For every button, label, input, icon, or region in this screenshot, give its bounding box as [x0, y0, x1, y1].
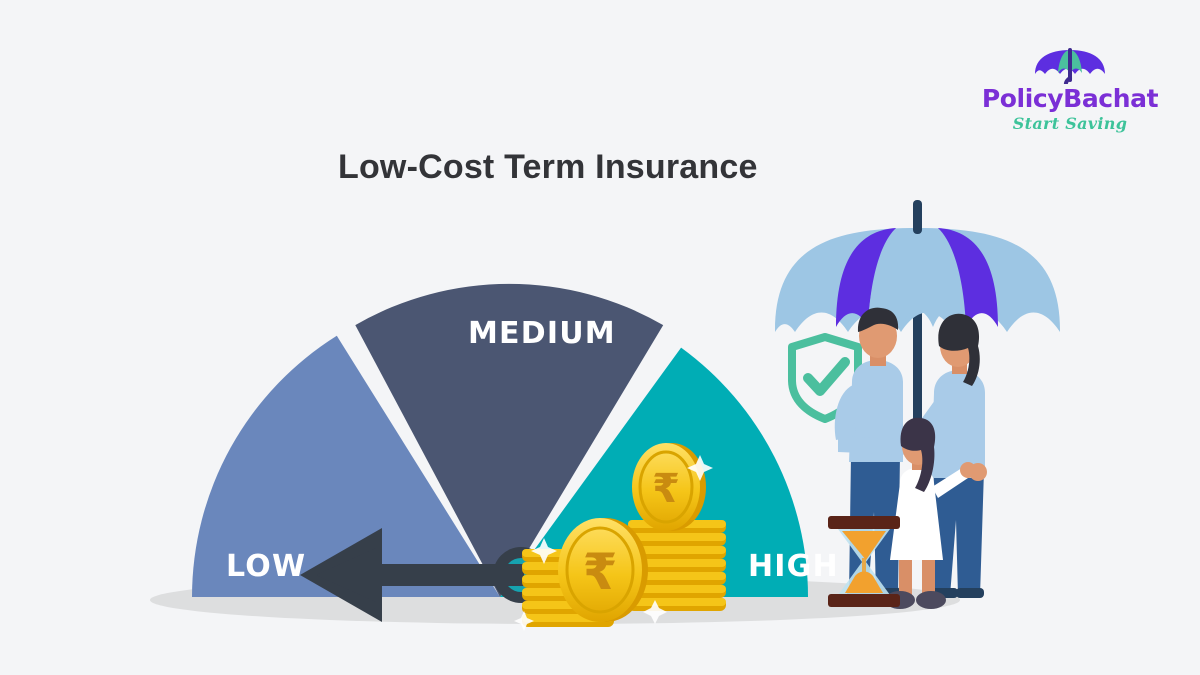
svg-text:₹: ₹ [652, 466, 680, 512]
gauge-segment-medium [355, 283, 664, 597]
svg-text:₹: ₹ [583, 543, 618, 601]
brand-logo[interactable]: PolicyBachat Start Saving [980, 48, 1160, 140]
coin-stack-right [628, 520, 726, 611]
coin-sparkles [514, 455, 713, 631]
umbrella-icon [775, 200, 1060, 332]
hourglass-icon [828, 516, 900, 607]
rupee-coin-upper: ₹ [632, 443, 706, 531]
gauge-segment-low [192, 335, 500, 597]
page-title: Low-Cost Term Insurance [338, 148, 758, 186]
brand-name: PolicyBachat [981, 84, 1159, 113]
brand-tagline: Start Saving [1012, 114, 1128, 133]
figure-child [885, 417, 976, 609]
umbrella-icon [1035, 48, 1105, 84]
rupee-coin-lower: ₹ [558, 518, 648, 622]
figure-mother [907, 313, 987, 598]
